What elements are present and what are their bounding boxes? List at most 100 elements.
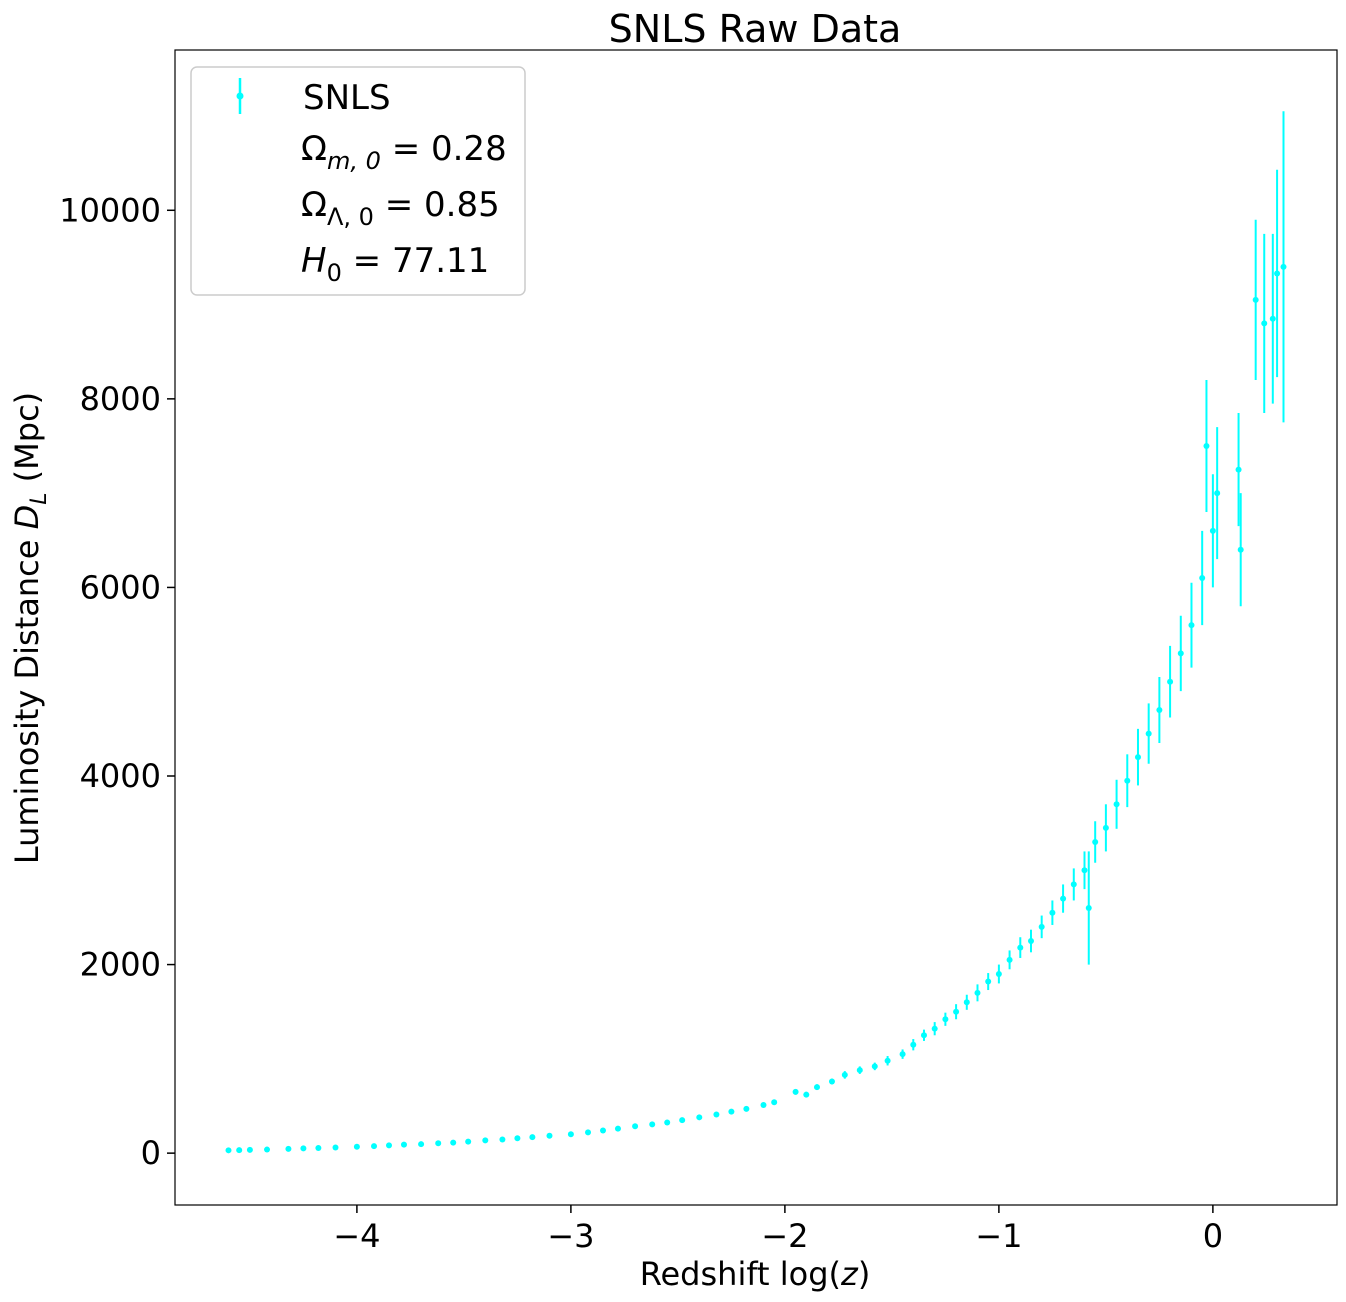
data-point <box>385 1142 392 1149</box>
x-axis-label: Redshift log(z) <box>640 1255 871 1293</box>
y-tick-label: 2000 <box>80 946 161 984</box>
data-point <box>1235 413 1242 527</box>
data-point <box>1214 427 1221 560</box>
data-point <box>1070 868 1077 901</box>
data-point <box>1017 937 1024 958</box>
data-point <box>1237 493 1244 607</box>
data-point <box>1156 677 1163 743</box>
data-point <box>792 1088 799 1095</box>
data-point <box>884 1056 891 1066</box>
x-tick-label: −3 <box>547 1217 594 1255</box>
data-point <box>1085 851 1092 965</box>
data-point <box>813 1084 820 1091</box>
data-point <box>985 973 992 991</box>
data-point <box>529 1134 536 1141</box>
data-point <box>332 1144 339 1151</box>
data-point <box>1049 900 1056 925</box>
data-point <box>1145 703 1152 764</box>
data-point <box>567 1131 574 1138</box>
data-point <box>760 1102 767 1109</box>
x-axis: −4 −3 −2 −1 0 <box>333 1205 1223 1255</box>
chart-title: SNLS Raw Data <box>609 7 902 51</box>
data-point <box>963 994 970 1010</box>
data-point <box>1134 728 1141 786</box>
data-point <box>1081 851 1088 890</box>
data-point <box>1006 950 1013 970</box>
data-point <box>664 1119 671 1126</box>
plot-frame <box>174 49 1338 1206</box>
y-tick-label: 6000 <box>80 568 161 606</box>
data-point <box>1177 615 1184 692</box>
data-point <box>400 1141 407 1148</box>
data-point <box>1269 233 1276 404</box>
x-tick-label: −1 <box>975 1217 1022 1255</box>
data-point <box>1209 474 1216 588</box>
data-point <box>599 1127 606 1134</box>
data-point <box>264 1146 271 1153</box>
legend-frame <box>190 66 526 296</box>
data-point <box>942 1012 949 1026</box>
data-point <box>1092 821 1099 863</box>
data-point <box>713 1111 720 1118</box>
data-point <box>871 1062 878 1071</box>
y-tick-label: 4000 <box>80 757 161 795</box>
data-point <box>1203 380 1210 512</box>
data-point <box>499 1136 506 1143</box>
data-point <box>614 1125 621 1132</box>
data-point <box>649 1121 656 1128</box>
legend-entry-omega-lambda: ΩΛ, 0 = 0.85 <box>301 185 500 231</box>
x-tick-label: 0 <box>1203 1217 1223 1255</box>
data-point <box>1167 645 1174 718</box>
data-point <box>803 1091 810 1098</box>
data-point <box>1188 582 1195 668</box>
legend-entry-snls: SNLS <box>303 78 391 118</box>
data-point <box>1113 779 1120 829</box>
data-point <box>315 1144 322 1151</box>
data-point <box>1124 754 1131 808</box>
data-point <box>1274 169 1281 378</box>
data-point <box>236 1147 243 1154</box>
data-point <box>1060 884 1067 913</box>
data-point <box>450 1139 457 1146</box>
data-point <box>246 1146 253 1153</box>
data-point <box>910 1039 917 1051</box>
y-tick-label: 10000 <box>59 191 161 229</box>
data-point <box>1038 915 1045 939</box>
data-point <box>418 1141 425 1148</box>
legend-entry-h0: H0 = 77.11 <box>301 241 489 287</box>
data-point <box>856 1066 863 1074</box>
data-point <box>974 984 981 1002</box>
data-point <box>679 1117 686 1124</box>
y-tick-label: 0 <box>141 1134 161 1172</box>
x-tick-label: −2 <box>761 1217 808 1255</box>
data-point <box>585 1129 592 1136</box>
data-point <box>482 1137 489 1144</box>
y-tick-label: 8000 <box>80 380 161 418</box>
data-point <box>300 1145 307 1152</box>
data-point <box>371 1143 378 1150</box>
data-point <box>771 1099 778 1106</box>
data-point <box>1199 530 1206 626</box>
data-point <box>514 1135 521 1142</box>
y-axis: 0 2000 4000 6000 8000 10000 <box>59 191 175 1172</box>
legend-marker-snls <box>236 78 244 114</box>
data-point <box>953 1004 960 1020</box>
data-points <box>225 111 1287 1154</box>
data-point <box>1280 111 1287 423</box>
data-point <box>743 1105 750 1112</box>
data-point <box>1252 219 1259 380</box>
legend-entry-omega-m: Ωm, 0 = 0.28 <box>301 129 507 175</box>
data-point <box>696 1114 703 1121</box>
data-point <box>465 1138 472 1145</box>
data-point <box>353 1143 360 1150</box>
data-point <box>1102 804 1109 852</box>
data-point <box>285 1145 292 1152</box>
data-point <box>920 1029 927 1041</box>
data-point <box>828 1078 835 1085</box>
data-point <box>1027 929 1034 953</box>
data-point <box>931 1022 938 1036</box>
data-point <box>546 1132 553 1139</box>
data-point <box>899 1049 906 1059</box>
plot-area <box>174 49 1338 1206</box>
